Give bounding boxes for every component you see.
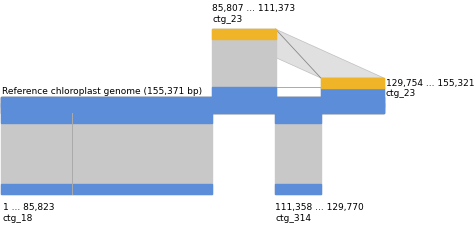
Text: 111,358 ... 129,770
ctg_314: 111,358 ... 129,770 ctg_314: [276, 202, 364, 222]
Bar: [0, 184, 212, 194]
Bar: [321, 88, 384, 98]
Bar: [212, 30, 276, 39]
Text: 129,754 ... 155,321
ctg_23: 129,754 ... 155,321 ctg_23: [386, 79, 475, 98]
Bar: [276, 114, 321, 124]
Bar: [0, 114, 212, 124]
Text: Reference chloroplast genome (155,371 bp): Reference chloroplast genome (155,371 bp…: [2, 87, 202, 96]
Bar: [276, 184, 321, 194]
Bar: [0, 114, 212, 194]
Bar: [321, 79, 384, 98]
Text: 1 ... 85,823
ctg_18: 1 ... 85,823 ctg_18: [2, 202, 54, 222]
Polygon shape: [212, 30, 384, 79]
Bar: [321, 79, 384, 88]
Bar: [0, 104, 384, 114]
Text: 85,807 ... 111,373
ctg_23: 85,807 ... 111,373 ctg_23: [212, 4, 295, 24]
Bar: [0, 98, 384, 108]
Bar: [276, 114, 321, 194]
Bar: [0, 98, 384, 114]
Bar: [212, 88, 276, 98]
Bar: [212, 30, 276, 98]
